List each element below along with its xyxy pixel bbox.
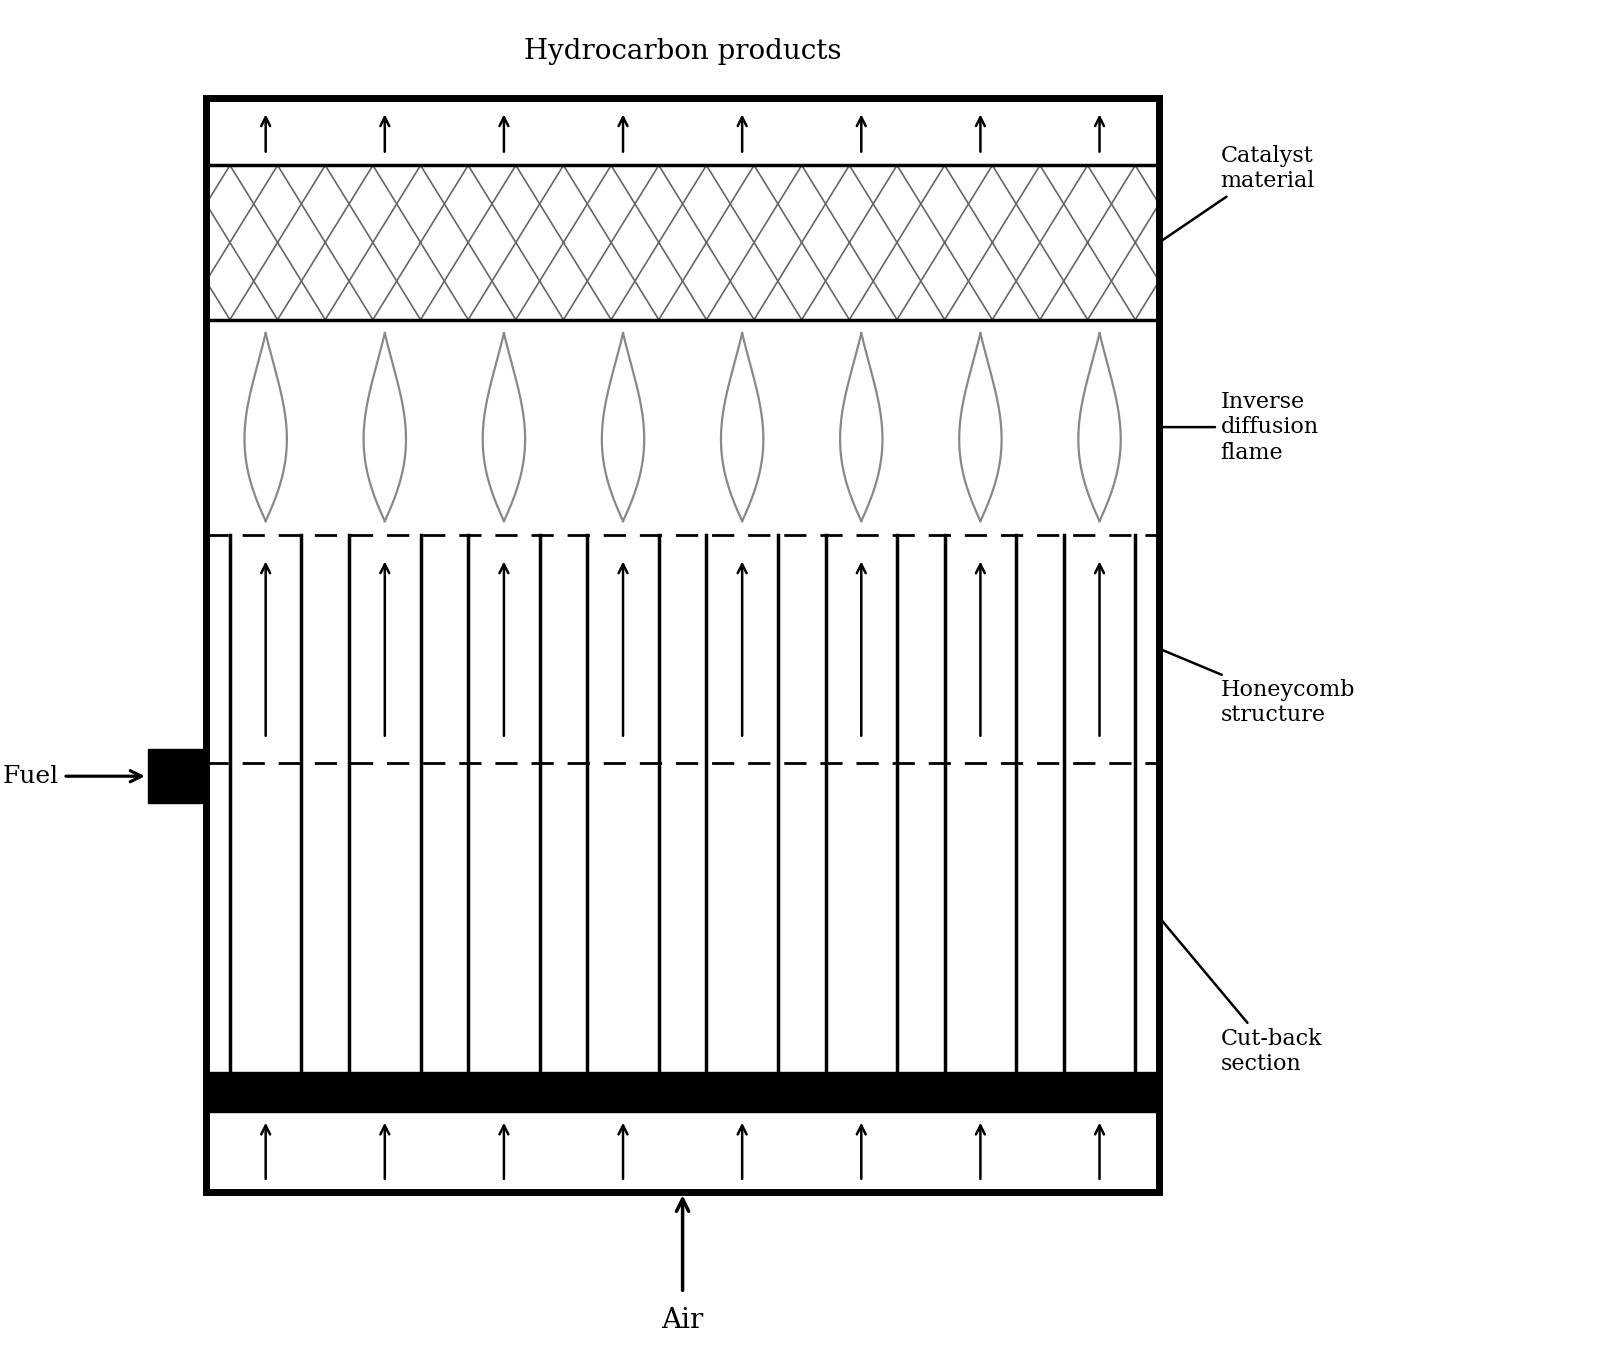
Polygon shape [245, 334, 286, 521]
Polygon shape [483, 334, 525, 521]
Polygon shape [602, 334, 644, 521]
Polygon shape [364, 334, 405, 521]
Text: Fuel: Fuel [3, 765, 58, 788]
Text: Hydrocarbon products: Hydrocarbon products [525, 38, 842, 65]
Text: Honeycomb
structure: Honeycomb structure [1162, 650, 1355, 725]
Polygon shape [721, 334, 763, 521]
Text: Cut-back
section: Cut-back section [1160, 919, 1323, 1075]
Polygon shape [959, 334, 1001, 521]
Polygon shape [1078, 334, 1121, 521]
Bar [148, 750, 206, 802]
Bar [206, 1071, 1158, 1112]
Text: Catalyst
material: Catalyst material [1162, 145, 1315, 240]
Text: Inverse
diffusion
flame: Inverse diffusion flame [1162, 390, 1319, 463]
Text: Air: Air [661, 1306, 703, 1333]
Polygon shape [840, 334, 882, 521]
